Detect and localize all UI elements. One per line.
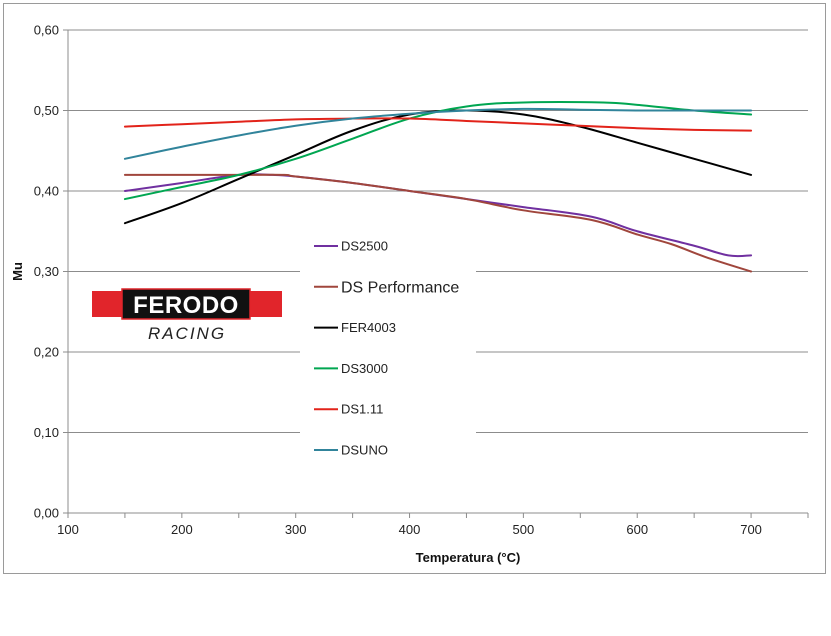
x-tick-label: 400 (399, 522, 421, 537)
y-tick-label: 0,30 (34, 264, 59, 279)
legend-label-ds1-11: DS1.11 (341, 402, 383, 417)
logo-red-right-bar (250, 291, 282, 317)
y-tick-label: 0,10 (34, 425, 59, 440)
y-tick-label: 0,20 (34, 345, 59, 360)
legend-box (300, 228, 476, 468)
x-tick-label: 100 (57, 522, 79, 537)
y-tick-label: 0,50 (34, 103, 59, 118)
legend-label-ds3000: DS3000 (341, 361, 388, 376)
x-axis-title: Temperatura (°C) (416, 550, 521, 565)
x-tick-label: 200 (171, 522, 193, 537)
x-tick-label: 500 (513, 522, 535, 537)
series-layer (123, 101, 753, 273)
legend-label-ds-performance: DS Performance (341, 279, 459, 296)
x-tick-label: 600 (626, 522, 648, 537)
series-line-ds1-11 (123, 117, 753, 132)
logo-black-plate (121, 288, 251, 320)
x-tick-label: 700 (740, 522, 762, 537)
ferodo-racing-logo: FERODO RACING (74, 283, 300, 351)
y-tick-label: 0,00 (34, 506, 59, 521)
series-line-dsuno (123, 107, 753, 160)
x-tick-label: 300 (285, 522, 307, 537)
y-tick-label: 0,40 (34, 184, 59, 199)
series-line-ds-performance (123, 173, 753, 273)
y-axis-title: Mu (10, 262, 25, 281)
legend-label-fer4003: FER4003 (341, 320, 396, 335)
legend-label-ds2500: DS2500 (341, 239, 388, 254)
logo-wordmark: FERODO (133, 292, 239, 319)
y-tick-label: 0,60 (34, 23, 59, 38)
legend-label-dsuno: DSUNO (341, 443, 388, 458)
logo-tagline: RACING (148, 324, 226, 343)
legend: DS2500 DS Performance FER4003 DS3000 DS1.11 D… (300, 228, 476, 468)
logo-red-left-bar (92, 291, 122, 317)
axis-layer: 0,00 0,10 0,20 0,30 0,40 0,50 0,60 100 200 300 400… (10, 23, 809, 565)
